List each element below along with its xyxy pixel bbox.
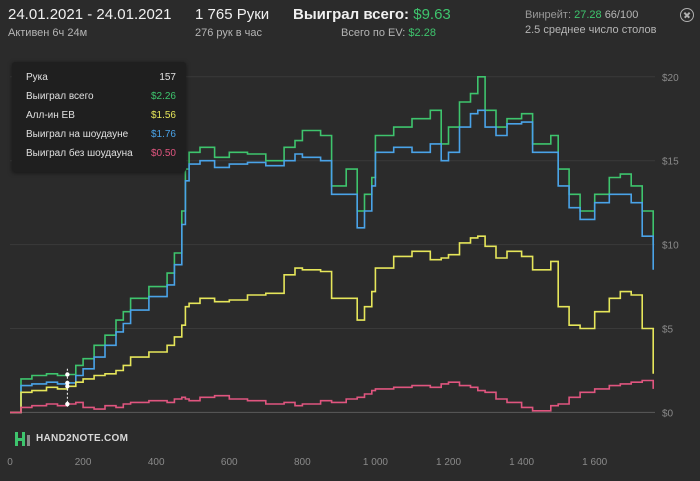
- ev-value: $2.28: [408, 27, 436, 39]
- tooltip-label: Выиграл всего: [26, 91, 94, 102]
- chart-series: [10, 76, 654, 414]
- session-info: 24.01.2021 - 24.01.2021 Активен 6ч 24м: [8, 6, 171, 39]
- tooltip-value: $1.56: [150, 110, 176, 121]
- y-axis-ticks: $0 $5 $10 $15 $20: [662, 73, 679, 420]
- active-time: Активен 6ч 24м: [8, 27, 88, 39]
- won-label: Выиграл всего:: [293, 6, 410, 23]
- tooltip-value: 157: [159, 72, 176, 83]
- tooltip-row-allin-ev: Алл-ин EB $1.56: [26, 110, 176, 124]
- tooltip-label: Рука: [26, 72, 48, 83]
- x-tick-label: 1 200: [436, 457, 461, 468]
- y-tick-label: $5: [662, 325, 674, 336]
- tooltip-row-showdown: Выиграл на шоудауне $1.76: [26, 129, 176, 143]
- tooltip-row-won-total: Выиграл всего $2.26: [26, 91, 176, 105]
- header: 24.01.2021 - 24.01.2021 Активен 6ч 24м 1…: [0, 0, 700, 44]
- ev-label: Всего по EV:: [341, 27, 406, 39]
- y-tick-label: $10: [662, 241, 679, 252]
- date-range: 24.01.2021 - 24.01.2021: [8, 6, 172, 23]
- winrate-of: 66/100: [604, 9, 639, 21]
- avg-tables: 2.5 среднее число столов: [525, 24, 657, 36]
- won-info: Выиграл всего: $9.63 Всего по EV: $2.28: [293, 6, 451, 39]
- winrate-value: 27.28: [574, 9, 602, 21]
- x-tick-label: 0: [7, 457, 13, 468]
- winrate-info: Винрейт: 27.28 66/100 2.5 среднее число …: [525, 9, 657, 36]
- x-tick-label: 1 400: [509, 457, 534, 468]
- series-line-2: [10, 235, 654, 414]
- tooltip-label: Выиграл на шоудауне: [26, 129, 129, 140]
- hands-per-hour: 276 рук в час: [195, 27, 263, 39]
- x-tick-label: 400: [148, 457, 165, 468]
- hands-info: 1 765 Руки 276 рук в час: [195, 6, 269, 39]
- hover-point: [65, 384, 70, 389]
- logo-icon: [15, 432, 30, 446]
- close-icon[interactable]: [680, 8, 694, 22]
- tooltip-value: $1.76: [150, 129, 176, 140]
- x-tick-label: 1 600: [582, 457, 607, 468]
- x-tick-label: 200: [75, 457, 92, 468]
- tooltip-value: $0.50: [150, 148, 176, 159]
- series-line-3: [10, 379, 654, 414]
- x-tick-label: 1 000: [363, 457, 388, 468]
- won-value: $9.63: [413, 6, 451, 23]
- hands-count: 1 765 Руки: [195, 6, 270, 23]
- y-tick-label: $0: [662, 408, 674, 419]
- x-axis-ticks: 0 200 400 600 800 1 000 1 200 1 400 1 600: [7, 457, 607, 468]
- hover-point: [65, 372, 70, 377]
- hover-marker: [65, 368, 70, 408]
- winrate-label: Винрейт:: [525, 9, 572, 21]
- series-line-1: [10, 109, 654, 414]
- tooltip-row-non-showdown: Выиграл без шоудауна $0.50: [26, 148, 176, 162]
- x-tick-label: 600: [221, 457, 238, 468]
- tooltip-label: Алл-ин EB: [26, 110, 75, 121]
- hover-tooltip: Рука 157 Выиграл всего $2.26 Алл-ин EB $…: [12, 62, 186, 172]
- hover-point: [65, 380, 70, 386]
- tooltip-label: Выиграл без шоудауна: [26, 148, 133, 159]
- y-tick-label: $20: [662, 73, 679, 84]
- x-tick-label: 800: [294, 457, 311, 468]
- tooltip-value: $2.26: [150, 91, 176, 102]
- logo-text: HAND2NOTE.COM: [36, 433, 129, 444]
- y-tick-label: $15: [662, 157, 679, 168]
- tooltip-row-hand: Рука 157: [26, 72, 176, 86]
- hover-point: [65, 401, 70, 407]
